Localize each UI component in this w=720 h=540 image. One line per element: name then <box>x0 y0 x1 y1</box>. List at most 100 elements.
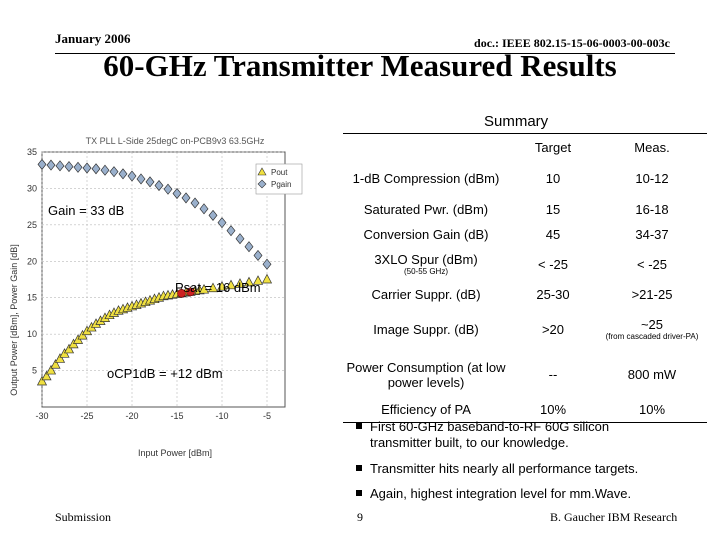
pgain-point <box>262 258 272 270</box>
row-param-cell: 3XLO Spur (dBm) (50-55 GHz) <box>343 247 509 282</box>
pgain-point <box>127 170 137 182</box>
pgain-point <box>172 187 182 200</box>
row-meas-cell: ~25 (from cascaded driver-PA) <box>597 307 707 352</box>
pgain-point <box>91 163 101 175</box>
chart-title: TX PLL L-Side 25degC on-PCB9v3 63.5GHz <box>86 136 265 146</box>
row-meas: 10% <box>597 397 707 423</box>
chart-series <box>36 158 273 386</box>
legend-pout-label: Pout <box>271 168 288 177</box>
pout-point <box>198 283 210 294</box>
pgain-point <box>145 176 155 188</box>
pgain-point <box>235 233 245 245</box>
pout-point <box>36 375 48 386</box>
row-param: Conversion Gain (dB) <box>363 227 489 242</box>
pgain-point <box>199 203 209 215</box>
row-target: 10% <box>509 397 597 423</box>
pgain-point <box>154 179 164 192</box>
row-target: 25-30 <box>536 287 570 302</box>
pout-point <box>54 353 66 363</box>
footer-author: B. Gaucher IBM Research <box>550 510 678 524</box>
pgain-point <box>55 160 65 172</box>
bullet-item: Transmitter hits nearly all performance … <box>356 461 686 477</box>
pgain-point <box>190 197 200 209</box>
chart-ticks: -30 -25 -20 -15 -10 -5 5 10 15 20 25 30 35 <box>27 147 271 421</box>
y-tick-label: 10 <box>27 329 37 339</box>
y-tick-label: 35 <box>27 147 37 157</box>
row-param: Efficiency of PA <box>343 397 509 423</box>
pgain-point <box>163 183 173 195</box>
pgain-point <box>136 173 146 185</box>
pout-point <box>225 279 237 290</box>
column-header-target: Target <box>534 140 572 155</box>
row-param: Image Suppr. (dB) <box>373 322 479 337</box>
bullet-text: First 60-GHz baseband-to-RF 60G silicon … <box>370 419 610 450</box>
row-target: 15 <box>545 202 561 217</box>
bullet-text: Again, highest integration level for mm.… <box>370 486 632 501</box>
legend-pgain-marker <box>257 179 267 189</box>
pgain-point <box>64 161 74 173</box>
pgain-point <box>46 159 56 171</box>
pout-point <box>252 275 264 285</box>
x-tick-label: -20 <box>125 411 138 421</box>
bullet-item: Again, highest integration level for mm.… <box>356 486 686 502</box>
footer-page-number: 9 <box>357 510 363 524</box>
pout-point <box>50 358 61 369</box>
row-meas: >21-25 <box>631 287 673 302</box>
pgain-point <box>109 166 119 178</box>
compression-marker <box>186 287 195 297</box>
row-meas: ~25 <box>640 317 664 332</box>
plot-area <box>41 151 286 408</box>
pgain-point <box>100 164 110 176</box>
bullet-text: Transmitter hits nearly all performance … <box>370 461 639 476</box>
row-meas: 10-12 <box>635 171 669 186</box>
table-row: Image Suppr. (dB) >20 ~25 (from cascaded… <box>343 307 707 352</box>
row-param: Power Consumption (at low power levels) <box>346 359 506 390</box>
table-row: Power Consumption (at low power levels) … <box>343 352 707 397</box>
pgain-point <box>82 162 92 174</box>
row-target: < -25 <box>538 257 568 272</box>
y-tick-label: 5 <box>32 366 37 376</box>
pgain-point <box>217 217 227 229</box>
row-param: Saturated Pwr. (dBm) <box>363 202 489 217</box>
pgain-point <box>73 161 83 173</box>
y-tick-label: 25 <box>27 220 37 230</box>
measurement-chart: -30 -25 -20 -15 -10 -5 5 10 15 20 25 30 35 Pout Pgain… <box>9 136 303 458</box>
bullet-marker-icon <box>356 423 362 429</box>
pout-point <box>261 273 273 284</box>
row-target: 10 <box>545 171 561 186</box>
y-tick-label: 15 <box>27 293 37 303</box>
legend-pout-marker <box>257 167 267 176</box>
pout-point <box>207 282 219 293</box>
row-param: 3XLO Spur (dBm) <box>374 252 478 267</box>
pout-point <box>63 343 75 354</box>
pgain-point <box>253 249 263 262</box>
x-tick-label: -5 <box>263 411 271 421</box>
pgain-point <box>37 158 47 170</box>
summary-divider <box>343 133 707 134</box>
table-row: Efficiency of PA 10% 10% <box>343 397 707 423</box>
header-doc-id: doc.: IEEE 802.15-15-06-0003-00-003c <box>474 36 670 50</box>
row-meas-note: (from cascaded driver-PA) <box>605 332 699 341</box>
bullet-item: First 60-GHz baseband-to-RF 60G silicon … <box>356 419 686 451</box>
row-target: -- <box>548 367 558 382</box>
slide-title: 60-GHz Transmitter Measured Results <box>103 48 617 83</box>
pgain-point <box>208 209 218 221</box>
x-tick-label: -30 <box>35 411 48 421</box>
pgain-point <box>226 225 236 237</box>
pout-point <box>216 281 228 291</box>
pgain-point <box>118 168 128 180</box>
ocp1db-annotation: oCP1dB = +12 dBm <box>107 366 223 381</box>
summary-table: Target Meas. 1-dB Compression (dBm) 10 1… <box>343 135 707 423</box>
y-tick-label: 30 <box>27 183 37 193</box>
table-row: 3XLO Spur (dBm) (50-55 GHz) < -25 < -25 <box>343 247 707 282</box>
header-divider <box>55 53 675 54</box>
chart-frame <box>41 151 286 408</box>
row-meas: 34-37 <box>635 227 669 242</box>
x-tick-label: -10 <box>215 411 228 421</box>
chart-legend: Pout Pgain <box>255 163 303 195</box>
table-row: Carrier Suppr. (dB) 25-30 >21-25 <box>343 282 707 307</box>
compression-marker <box>177 289 186 298</box>
row-target: >20 <box>541 322 565 337</box>
x-tick-label: -15 <box>170 411 183 421</box>
pout-point <box>45 364 57 375</box>
